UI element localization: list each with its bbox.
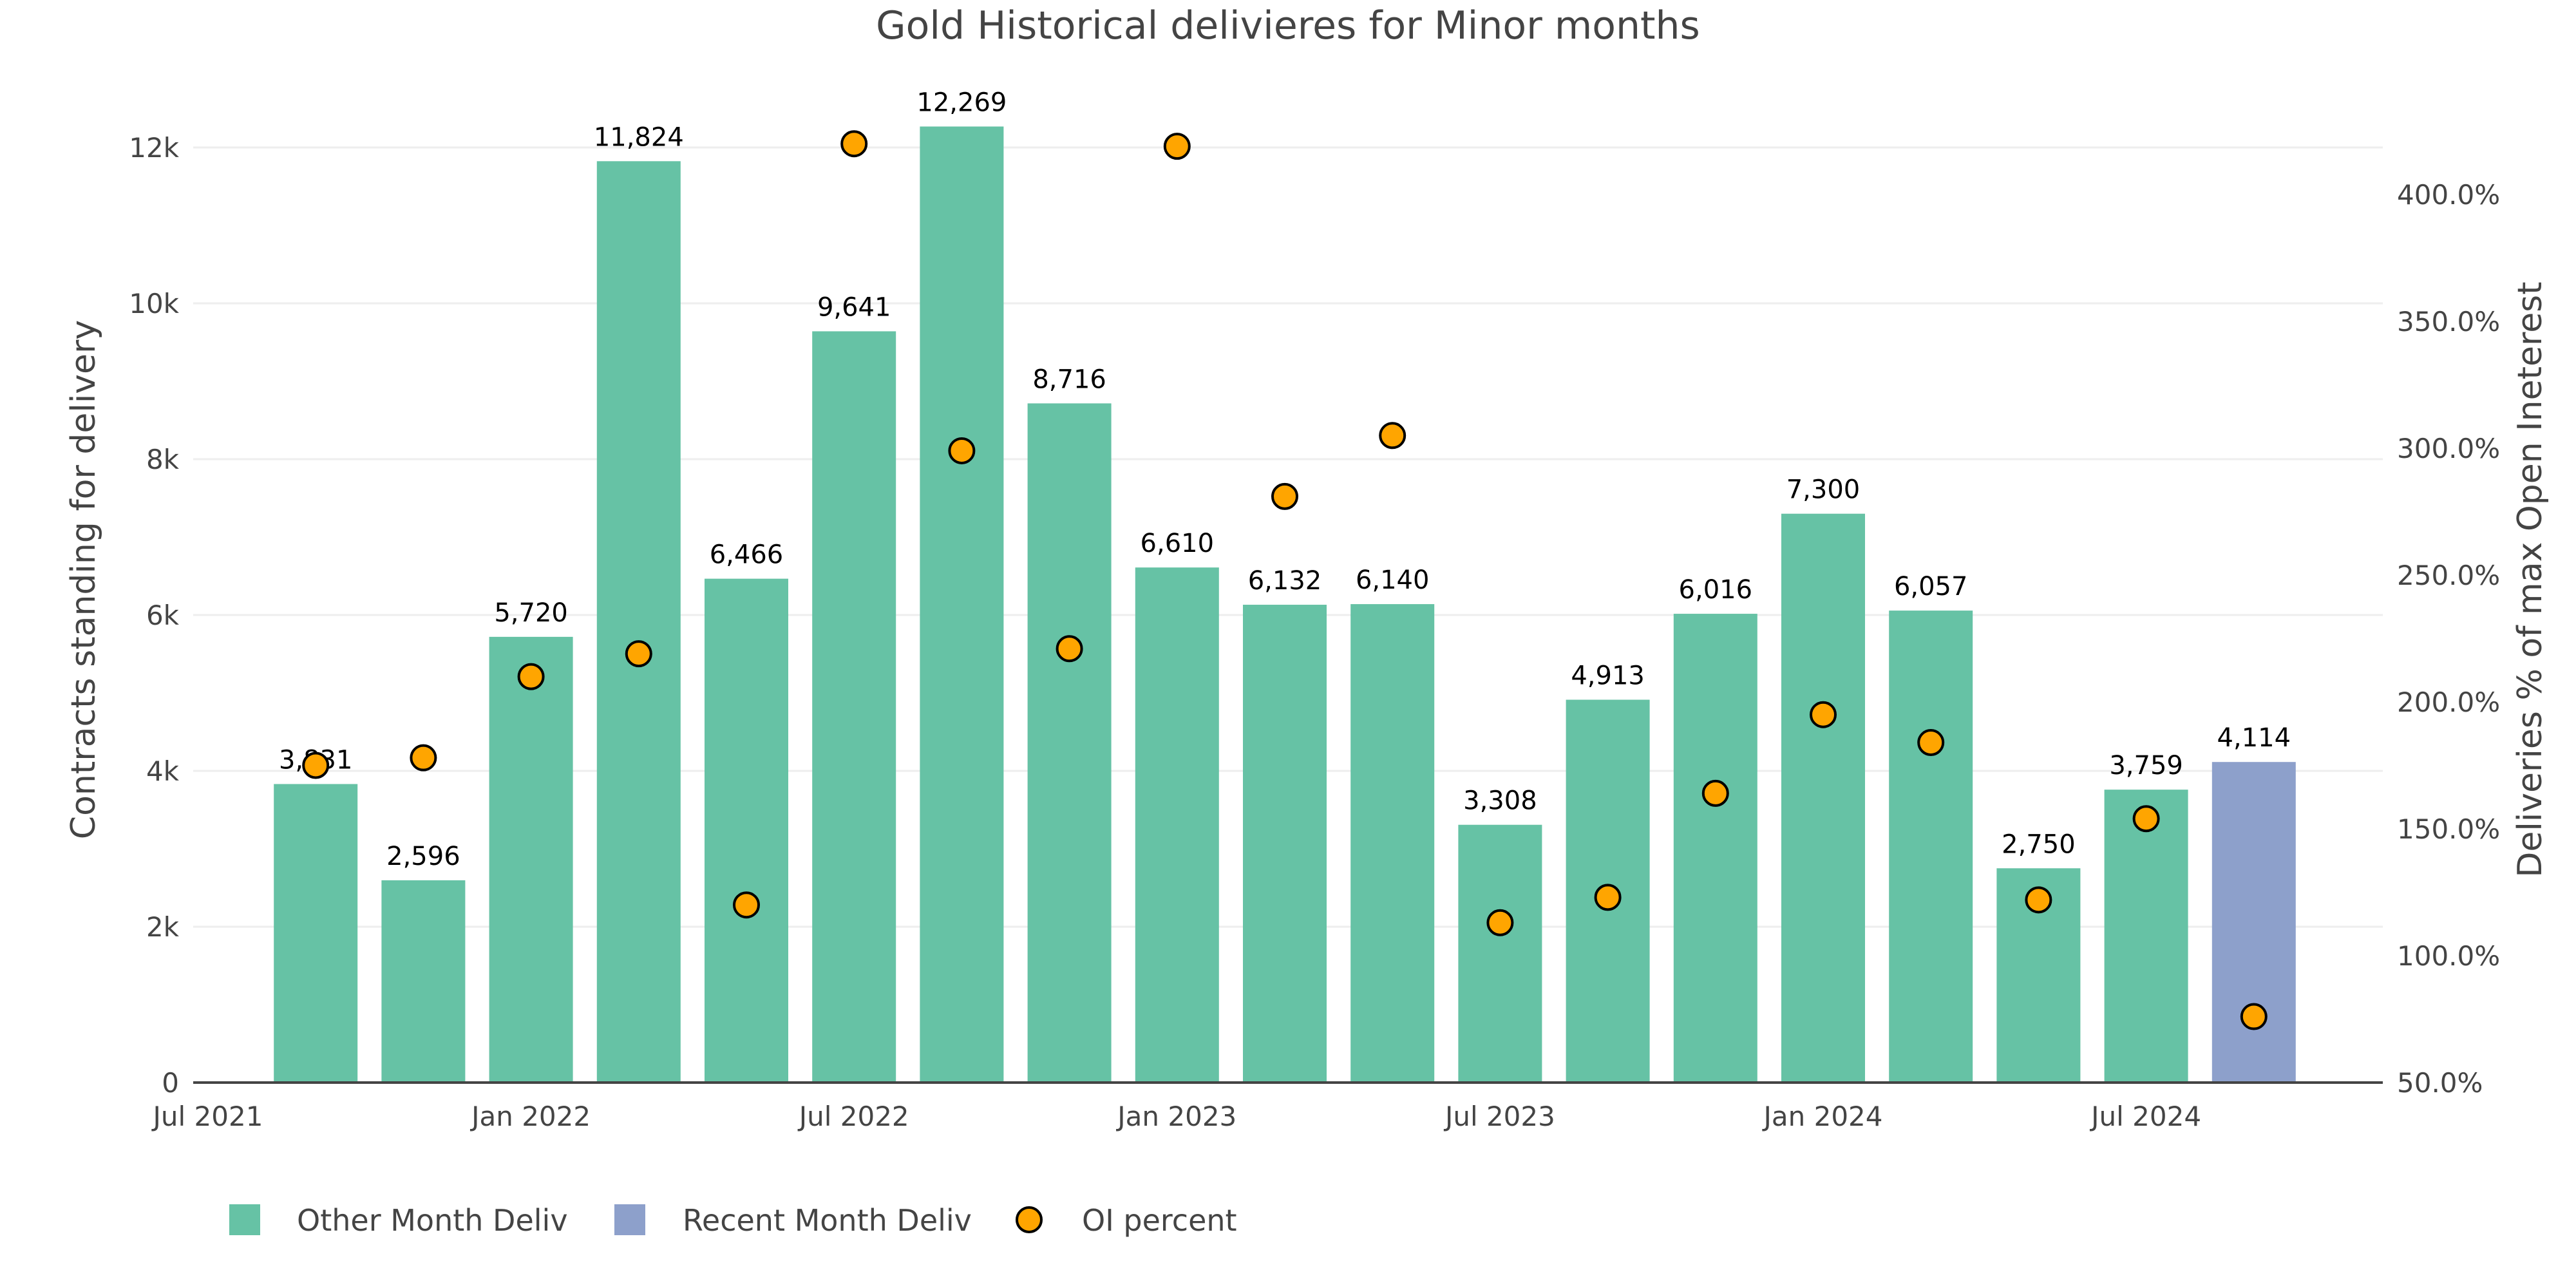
other-month-bar	[1781, 513, 1865, 1083]
oi-markers	[302, 130, 2268, 1030]
bar-value-label: 3,308	[1463, 786, 1537, 816]
oi-percent-marker	[2132, 805, 2160, 833]
x-tick-label: Jan 2024	[1762, 1101, 1883, 1132]
bar-value-label: 2,596	[386, 842, 460, 871]
other-month-bar	[2104, 790, 2188, 1083]
other-month-bar	[489, 636, 573, 1083]
y2-tick-label: 400.0%	[2397, 179, 2500, 211]
recent-month-bar	[2211, 762, 2296, 1083]
legend-label: Recent Month Deliv	[683, 1203, 972, 1238]
y-tick-label: 6k	[146, 600, 180, 631]
legend-swatch-recent	[614, 1204, 645, 1235]
bar-value-label: 8,716	[1032, 365, 1106, 394]
bars	[274, 126, 2296, 1083]
oi-percent-marker	[2025, 886, 2052, 914]
other-month-bar	[1135, 567, 1219, 1083]
bar-value-label: 11,824	[594, 122, 684, 152]
bar-value-label: 4,114	[2217, 723, 2291, 753]
other-month-bar	[1350, 604, 1435, 1083]
oi-percent-marker	[1701, 779, 1729, 807]
oi-percent-marker	[1271, 482, 1298, 510]
other-month-bar	[920, 126, 1004, 1083]
x-tick-label: Jan 2023	[1115, 1101, 1236, 1132]
bar-value-label: 5,720	[494, 598, 568, 628]
oi-percent-marker	[948, 437, 976, 464]
y-tick-label: 2k	[146, 911, 180, 943]
bar-value-label: 2,750	[2002, 829, 2076, 859]
legend-label: Other Month Deliv	[297, 1203, 568, 1238]
y-axis-title: Contracts standing for delivery	[64, 320, 103, 839]
y-tick-label: 12k	[129, 132, 179, 164]
y-tick-label: 8k	[146, 444, 180, 475]
other-month-bar	[1673, 614, 1757, 1083]
legend: Other Month Deliv Recent Month Deliv OI pe…	[229, 1203, 1237, 1238]
oi-percent-marker	[517, 663, 545, 690]
oi-percent-marker	[302, 752, 330, 779]
oi-percent-marker	[1810, 701, 1837, 728]
legend-label: OI percent	[1082, 1203, 1237, 1238]
bar-value-label: 3,759	[2109, 751, 2183, 781]
bar-value-label: 6,610	[1141, 529, 1215, 558]
y2-tick-label: 250.0%	[2397, 560, 2500, 591]
other-month-bar	[381, 880, 466, 1083]
oi-percent-marker	[733, 891, 760, 919]
bar-value-label: 4,913	[1571, 661, 1645, 691]
other-month-bar	[1243, 605, 1327, 1083]
oi-percent-marker	[1486, 909, 1514, 936]
other-month-bar	[705, 578, 788, 1083]
x-tick-label: Jan 2022	[469, 1101, 591, 1132]
oi-percent-marker	[625, 640, 652, 668]
x-tick-label: Jul 2023	[1443, 1101, 1555, 1132]
bar-value-label: 6,466	[710, 540, 784, 570]
other-month-bar	[1889, 611, 1973, 1083]
x-tick-label: Jul 2022	[797, 1101, 909, 1132]
oi-percent-marker	[410, 744, 437, 772]
y2-tick-label: 200.0%	[2397, 687, 2500, 718]
other-month-bar	[274, 784, 358, 1083]
legend-swatch-other	[229, 1204, 260, 1235]
y-tick-label: 4k	[146, 755, 180, 787]
oi-percent-marker	[1056, 635, 1083, 663]
y2-tick-label: 300.0%	[2397, 433, 2500, 464]
other-month-bar	[1027, 403, 1112, 1083]
oi-percent-marker	[2240, 1003, 2268, 1030]
y2-tick-label: 150.0%	[2397, 813, 2500, 845]
bar-value-label: 9,641	[817, 292, 891, 322]
y2-tick-label: 50.0%	[2397, 1067, 2483, 1099]
bar-labels: 3,8312,5965,72011,8246,4669,64112,2698,7…	[279, 88, 2291, 871]
x-tick-label: Jul 2024	[2089, 1101, 2201, 1132]
x-tick-label: Jul 2021	[151, 1101, 263, 1132]
other-month-bar	[596, 161, 681, 1083]
y-tick-label: 10k	[129, 288, 179, 319]
bar-value-label: 6,057	[1894, 572, 1968, 601]
other-month-bar	[812, 331, 896, 1083]
bar-value-label: 6,140	[1356, 565, 1430, 595]
oi-percent-marker	[1594, 884, 1622, 911]
chart-title: Gold Historical delivieres for Minor mon…	[876, 3, 1700, 48]
oi-percent-marker	[1917, 729, 1945, 757]
oi-percent-marker	[840, 130, 868, 158]
oi-percent-marker	[1163, 133, 1191, 160]
other-month-bar	[1458, 824, 1542, 1083]
bar-value-label: 6,016	[1679, 575, 1753, 605]
y2-tick-label: 100.0%	[2397, 940, 2500, 972]
y-tick-label: 0	[162, 1067, 179, 1099]
y2-axis-title: Deliveries % of max Open Ineterest	[2511, 281, 2550, 877]
axes: 0 2k 4k 6k 8k 10k 12k 50.0% 100.0% 150.0% 200.0% 25…	[129, 132, 2500, 1132]
y2-tick-label: 350.0%	[2397, 306, 2500, 337]
oi-percent-marker	[1379, 422, 1406, 450]
legend-marker-oi	[1016, 1206, 1043, 1233]
bar-value-label: 6,132	[1248, 566, 1322, 596]
bar-value-label: 7,300	[1786, 475, 1861, 505]
bar-value-label: 12,269	[916, 88, 1007, 117]
